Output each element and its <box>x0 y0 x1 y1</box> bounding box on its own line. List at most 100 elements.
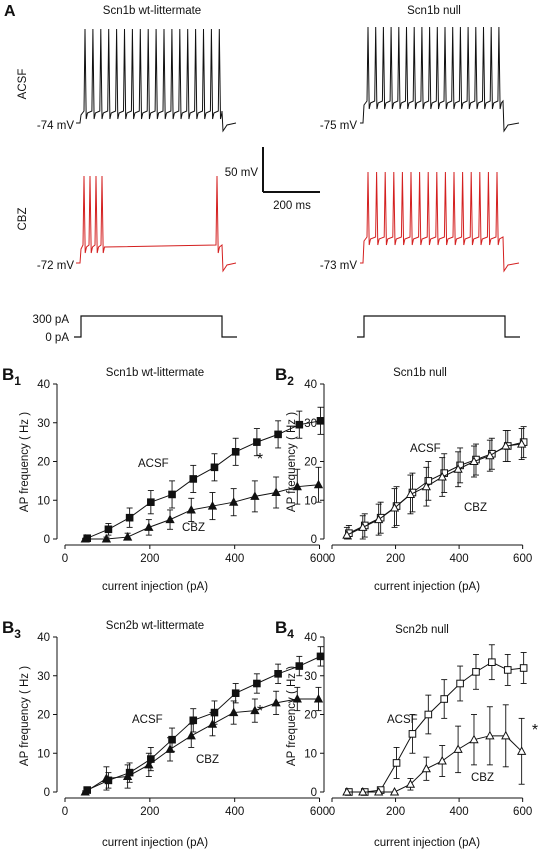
data-point-triangle <box>250 705 260 715</box>
panel-b-labels: B1 B2 B3 B4 <box>2 365 294 641</box>
stimulus-step-null <box>357 315 520 338</box>
chart-b1: Scn1b wt-littermate AP frequency ( Hz ) … <box>19 367 329 593</box>
data-point-triangle <box>421 481 431 491</box>
panel-label-b1: B1 <box>2 365 21 388</box>
data-point-triangle <box>313 693 324 703</box>
data-point-square <box>424 477 433 485</box>
data-point-triangle <box>250 491 260 500</box>
data-point-square <box>168 735 176 744</box>
panel-label-b2: B2 <box>275 365 294 388</box>
data-point-triangle <box>80 533 90 543</box>
y-axis-label: AP frequency ( Hz ) <box>19 412 31 512</box>
scale-bar-voltage-label: 50 mV <box>225 167 259 179</box>
data-point-triangle <box>374 514 384 524</box>
data-point-triangle <box>101 533 112 543</box>
potential-wt-acsf: -74 mV <box>37 120 74 132</box>
title-scn1b-wt: Scn1b wt-littermate <box>103 5 201 17</box>
chart-b4: Scn2b null AP frequency ( Hz ) current i… <box>286 624 538 849</box>
x-tick-label: 400 <box>225 806 244 818</box>
data-point-square <box>125 513 134 522</box>
data-point-square <box>231 448 240 456</box>
y-tick-label: 30 <box>304 418 317 430</box>
y-tick-label: 40 <box>304 379 317 391</box>
data-point-triangle <box>517 439 527 448</box>
series-label-cbz: CBZ <box>471 772 494 784</box>
y-axis-label: AP frequency ( Hz ) <box>286 666 298 766</box>
x-tick-label: 600 <box>310 806 329 818</box>
data-point-triangle <box>501 440 511 450</box>
data-point-square <box>295 662 304 670</box>
data-point-triangle <box>186 730 196 740</box>
data-point-square <box>253 679 261 688</box>
data-point-triangle <box>485 450 495 460</box>
chart-title: Scn2b null <box>395 624 449 636</box>
data-point-square <box>503 666 512 674</box>
data-point-triangle <box>122 771 133 780</box>
panel-label-b4: B4 <box>275 618 294 641</box>
data-point-triangle <box>101 773 112 782</box>
data-point-square <box>424 710 433 719</box>
significance-asterisk: * <box>532 722 538 739</box>
data-point-square <box>392 759 401 767</box>
data-point-square <box>472 668 480 676</box>
chart-title: Scn1b null <box>393 367 447 379</box>
data-point-triangle <box>165 744 175 753</box>
scale-bar: 50 mV 200 ms <box>225 147 320 212</box>
data-point-square <box>456 679 464 688</box>
data-point-triangle <box>144 759 154 769</box>
x-tick-label: 400 <box>450 553 469 565</box>
row-label-cbz: CBZ <box>17 208 29 231</box>
chart-title: Scn1b wt-littermate <box>106 367 204 379</box>
data-point-triangle <box>469 456 479 465</box>
data-point-square <box>253 438 261 446</box>
data-point-triangle <box>271 697 281 707</box>
data-point-triangle <box>374 786 384 796</box>
potential-wt-cbz: -72 mV <box>37 260 74 272</box>
y-tick-label: 10 <box>37 748 50 760</box>
data-point-square <box>210 463 219 472</box>
trace-wt-acsf <box>76 28 237 133</box>
panel-label-b3: B3 <box>2 618 21 641</box>
y-axis-label: AP frequency ( Hz ) <box>286 412 298 512</box>
y-axis-label: AP frequency ( Hz ) <box>19 666 31 766</box>
x-tick-label: 600 <box>310 553 329 565</box>
data-point-triangle <box>389 786 400 796</box>
series-label-acsf: ACSF <box>138 458 169 470</box>
series-line <box>85 484 319 540</box>
data-point-triangle <box>186 504 196 514</box>
data-point-square <box>147 755 155 763</box>
y-tick-label: 10 <box>304 748 317 760</box>
y-tick-label: 40 <box>304 632 317 644</box>
y-tick-label: 30 <box>37 418 50 430</box>
x-tick-label: 400 <box>225 553 244 565</box>
series-line <box>346 735 522 793</box>
data-point-square <box>440 695 449 703</box>
chart-b3: Scn2b wt-littermate AP frequency ( Hz ) … <box>19 620 329 849</box>
stimulus-high-label: 300 pA <box>33 314 70 326</box>
y-tick-label: 20 <box>304 710 317 722</box>
y-tick-label: 10 <box>37 495 50 507</box>
data-point-triangle <box>229 497 239 506</box>
data-point-triangle <box>485 730 495 740</box>
data-point-triangle <box>292 481 302 491</box>
row-label-acsf: ACSF <box>17 69 29 100</box>
data-point-square <box>104 525 113 534</box>
data-point-triangle <box>421 763 431 773</box>
data-point-triangle <box>292 693 302 703</box>
trace-null-cbz <box>360 171 520 273</box>
data-point-square <box>274 430 282 439</box>
data-point-triangle <box>469 734 479 744</box>
x-tick-label: 200 <box>386 553 405 565</box>
y-tick-label: 10 <box>304 495 317 507</box>
y-tick-label: 30 <box>304 671 317 683</box>
data-point-square <box>488 658 496 666</box>
data-point-triangle <box>271 487 281 496</box>
data-point-square <box>519 664 528 672</box>
y-tick-label: 20 <box>37 457 50 469</box>
y-tick-label: 40 <box>37 632 50 644</box>
data-point-triangle <box>313 479 324 489</box>
chart-b2: Scn1b null AP frequency ( Hz ) current i… <box>286 367 532 593</box>
trace-null-acsf <box>360 26 520 133</box>
series-label-cbz: CBZ <box>464 502 487 514</box>
data-point-square <box>408 730 417 738</box>
